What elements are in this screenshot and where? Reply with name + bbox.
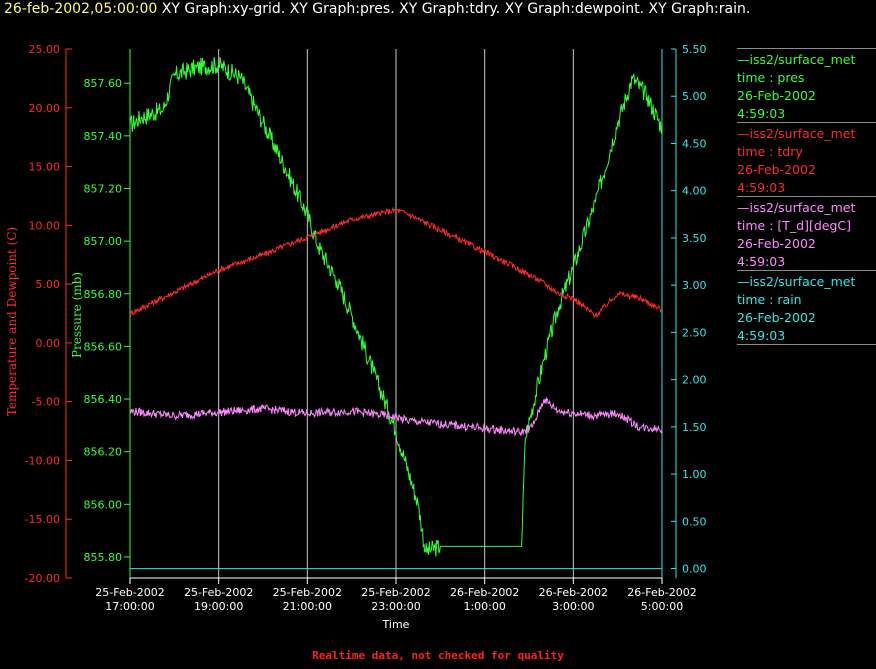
rain-tick-label: 5.00 — [682, 90, 707, 103]
rain-tick-label: 4.00 — [682, 185, 707, 198]
temp-axis-title: Temperature and Dewpoint (C) — [5, 227, 19, 416]
legend-date: 26-Feb-2002 — [737, 236, 816, 251]
pressure-axis-title: Pressure (mb) — [70, 272, 84, 358]
rain-tick-label: 1.50 — [682, 421, 707, 434]
series-line-tdry — [129, 206, 663, 319]
legend-var: time : pres — [737, 70, 805, 85]
legend-date: 26-Feb-2002 — [737, 310, 816, 325]
legend-time: 4:59:03 — [737, 106, 786, 121]
temp-tick-label: 20.00 — [29, 102, 61, 115]
legend-time: 4:59:03 — [737, 328, 786, 343]
rain-tick-label: 0.00 — [682, 563, 707, 576]
rain-tick-label: 1.00 — [682, 468, 707, 481]
x-tick-label-time: 3:00:00 — [552, 600, 594, 613]
legend-source: —iss2/surface_met — [737, 126, 856, 141]
temp-tick-label: -20.00 — [25, 572, 60, 585]
pressure-tick-label: 857.20 — [84, 182, 123, 195]
x-tick-label-time: 19:00:00 — [194, 600, 243, 613]
legend-time: 4:59:03 — [737, 180, 786, 195]
x-tick-label-time: 17:00:00 — [105, 600, 154, 613]
header-graph-list: XY Graph:xy-grid. XY Graph:pres. XY Grap… — [161, 1, 751, 17]
legend-source: —iss2/surface_met — [737, 52, 856, 67]
pressure-tick-label: 856.80 — [84, 288, 123, 301]
x-tick-label-time: 21:00:00 — [283, 600, 332, 613]
quality-footnote: Realtime data, not checked for quality — [312, 649, 564, 662]
rain-tick-label: 3.50 — [682, 232, 707, 245]
temp-tick-label: 10.00 — [29, 219, 61, 232]
legend-source: —iss2/surface_met — [737, 200, 856, 215]
pressure-tick-label: 856.40 — [84, 393, 123, 406]
x-tick-label-date: 26-Feb-2002 — [539, 586, 608, 599]
series-line-dewpoint — [129, 396, 663, 437]
legend-date: 26-Feb-2002 — [737, 88, 816, 103]
legend-var: time : [T_d][degC] — [737, 218, 852, 233]
temp-tick-label: 25.00 — [29, 43, 61, 56]
x-axis-title: Time — [382, 618, 410, 631]
x-tick-label-time: 23:00:00 — [371, 600, 420, 613]
header-line: 26-feb-2002,05:00:00 XY Graph:xy-grid. X… — [4, 1, 750, 17]
x-tick-label-date: 26-Feb-2002 — [450, 586, 519, 599]
temp-tick-label: -10.00 — [25, 454, 60, 467]
pressure-tick-label: 857.00 — [84, 235, 123, 248]
pressure-tick-label: 857.60 — [84, 77, 123, 90]
pressure-tick-label: 856.20 — [84, 446, 123, 459]
x-tick-label-time: 1:00:00 — [463, 600, 505, 613]
pressure-tick-label: 855.80 — [84, 551, 123, 564]
temp-tick-label: 15.00 — [29, 161, 61, 174]
x-tick-label-date: 25-Feb-2002 — [273, 586, 342, 599]
rain-tick-label: 0.50 — [682, 515, 707, 528]
x-tick-label-date: 25-Feb-2002 — [361, 586, 430, 599]
legend-date: 26-Feb-2002 — [737, 162, 816, 177]
x-tick-label-date: 25-Feb-2002 — [95, 586, 164, 599]
pressure-tick-label: 857.40 — [84, 130, 123, 143]
rain-tick-label: 5.50 — [682, 43, 707, 56]
x-tick-label-date: 25-Feb-2002 — [184, 586, 253, 599]
header-timestamp: 26-feb-2002,05:00:00 — [4, 1, 158, 17]
pressure-tick-label: 856.60 — [84, 340, 123, 353]
legend-var: time : tdry — [737, 144, 803, 159]
series-line-pres — [129, 56, 663, 557]
temp-tick-label: -15.00 — [25, 513, 60, 526]
pressure-tick-label: 856.00 — [84, 498, 123, 511]
x-tick-label-date: 26-Feb-2002 — [627, 586, 696, 599]
rain-tick-label: 4.50 — [682, 137, 707, 150]
legend: —iss2/surface_met time : pres 26-Feb-2002 4… — [737, 48, 876, 345]
rain-tick-label: 3.00 — [682, 279, 707, 292]
rain-tick-label: 2.00 — [682, 374, 707, 387]
x-tick-label-time: 5:00:00 — [641, 600, 683, 613]
legend-source: —iss2/surface_met — [737, 274, 856, 289]
temp-tick-label: 5.00 — [36, 278, 61, 291]
temp-tick-label: 0.00 — [36, 337, 61, 350]
temp-tick-label: -5.00 — [32, 396, 60, 409]
legend-var: time : rain — [737, 292, 802, 307]
rain-tick-label: 2.50 — [682, 326, 707, 339]
legend-time: 4:59:03 — [737, 254, 786, 269]
